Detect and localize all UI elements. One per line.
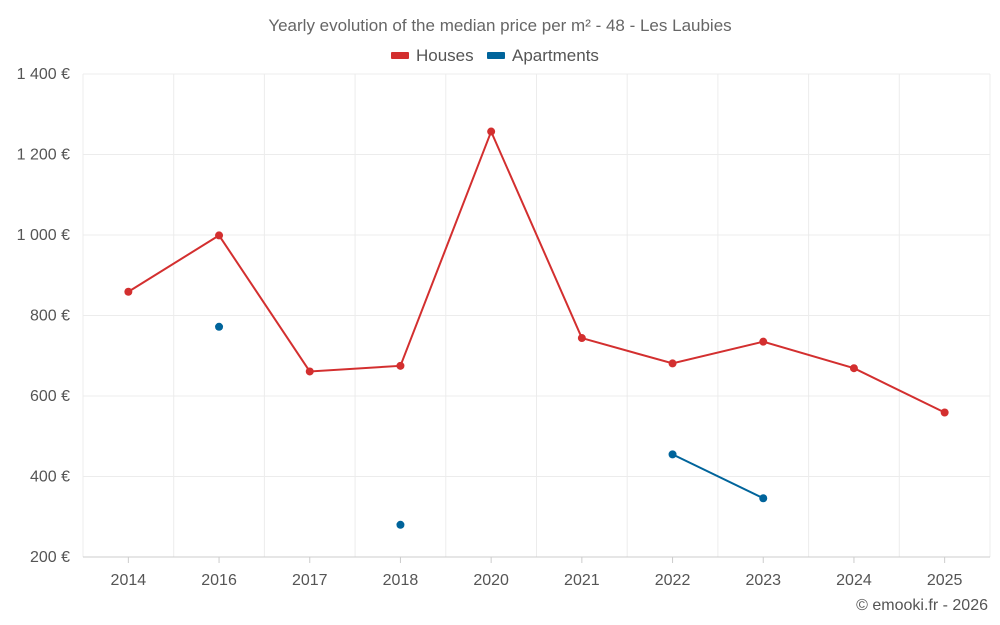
x-tick-label: 2014 <box>111 572 147 589</box>
series-apartments <box>215 322 768 529</box>
legend: Houses Apartments <box>391 46 599 65</box>
y-tick-label: 1 200 € <box>17 147 70 164</box>
data-point-houses[interactable] <box>849 364 858 373</box>
data-point-houses[interactable] <box>396 361 405 370</box>
data-point-houses[interactable] <box>668 359 677 368</box>
data-point-apartments[interactable] <box>759 494 768 503</box>
credit-text: © emooki.fr - 2026 <box>856 597 988 614</box>
y-tick-label: 1 000 € <box>17 227 70 244</box>
data-point-apartments[interactable] <box>396 520 405 529</box>
y-tick-label: 800 € <box>30 308 70 325</box>
data-point-houses[interactable] <box>940 408 949 417</box>
x-tick-label: 2023 <box>745 572 781 589</box>
series-line-apartments <box>672 453 764 500</box>
x-tick-label: 2016 <box>201 572 237 589</box>
data-point-apartments[interactable] <box>215 322 224 331</box>
x-tick-label: 2024 <box>836 572 872 589</box>
chart-title: Yearly evolution of the median price per… <box>268 16 731 35</box>
x-tick-label: 2022 <box>655 572 691 589</box>
x-tick-label: 2020 <box>473 572 509 589</box>
legend-item-houses[interactable]: Houses <box>391 46 474 65</box>
y-tick-label: 200 € <box>30 549 70 566</box>
y-axis: 200 € 400 € 600 € 800 € 1 000 € 1 200 € 1 400 … <box>17 66 70 566</box>
y-tick-label: 600 € <box>30 388 70 405</box>
y-tick-label: 400 € <box>30 469 70 486</box>
y-tick-label: 1 400 € <box>17 66 70 83</box>
data-point-apartments[interactable] <box>668 450 677 459</box>
x-axis: 2014 2016 2017 2018 2020 2021 2022 2023 2024 2025 <box>111 557 963 589</box>
data-point-houses[interactable] <box>305 367 314 376</box>
data-point-houses[interactable] <box>215 231 224 240</box>
grid <box>82 73 991 558</box>
series-line-houses <box>127 128 946 414</box>
series-houses <box>124 127 949 417</box>
legend-swatch-houses <box>391 52 409 59</box>
legend-label-houses: Houses <box>416 46 474 65</box>
legend-swatch-apartments <box>487 52 505 59</box>
legend-item-apartments[interactable]: Apartments <box>487 46 599 65</box>
data-point-houses[interactable] <box>124 287 133 296</box>
legend-label-apartments: Apartments <box>512 46 599 65</box>
x-tick-label: 2025 <box>927 572 963 589</box>
x-tick-label: 2018 <box>383 572 419 589</box>
x-tick-label: 2017 <box>292 572 328 589</box>
data-point-houses[interactable] <box>487 127 496 136</box>
x-tick-label: 2021 <box>564 572 600 589</box>
series <box>124 127 949 529</box>
data-point-houses[interactable] <box>577 334 586 343</box>
data-point-houses[interactable] <box>759 337 768 346</box>
